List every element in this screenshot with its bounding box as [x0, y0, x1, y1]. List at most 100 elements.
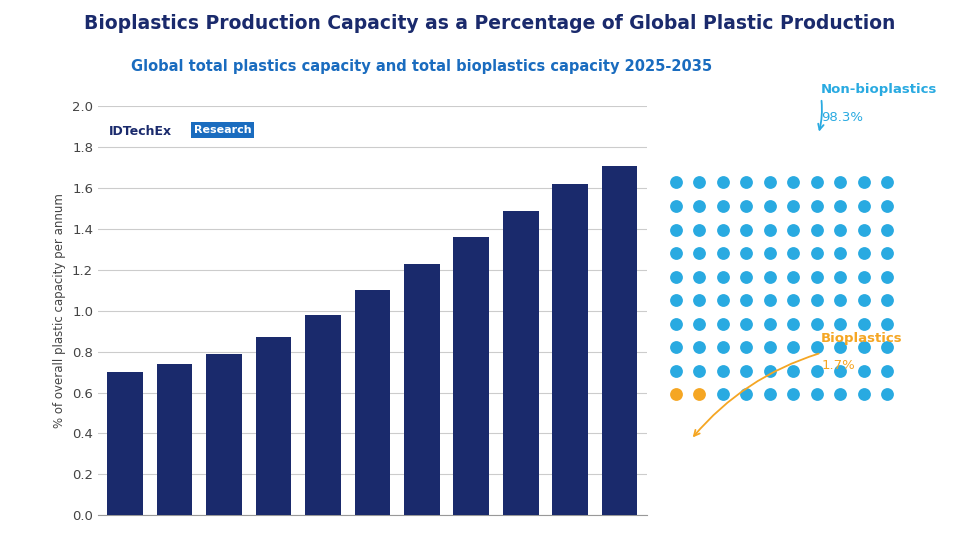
Point [857, 225, 872, 234]
Text: Non-bioplastics: Non-bioplastics [821, 83, 938, 96]
Point [786, 366, 802, 375]
Point [667, 366, 683, 375]
Point [857, 343, 872, 352]
Bar [503, 211, 539, 515]
Point [714, 272, 730, 281]
Point [667, 225, 683, 234]
Bar [206, 354, 242, 515]
Point [786, 390, 802, 399]
Point [880, 225, 896, 234]
Point [880, 249, 896, 258]
Point [857, 202, 872, 211]
Point [880, 272, 896, 281]
Text: Global total plastics capacity and total bioplastics capacity 2025-2035: Global total plastics capacity and total… [131, 59, 711, 74]
Point [691, 366, 707, 375]
Point [880, 296, 896, 305]
Point [857, 178, 872, 187]
Point [786, 319, 802, 328]
Text: IDTechEx: IDTechEx [109, 125, 172, 138]
Point [880, 178, 896, 187]
Bar [256, 337, 291, 515]
Point [691, 319, 707, 328]
Point [738, 366, 754, 375]
Text: 98.3%: 98.3% [821, 111, 863, 124]
Bar [305, 315, 341, 515]
Point [857, 272, 872, 281]
Point [761, 366, 777, 375]
Point [714, 366, 730, 375]
Point [738, 319, 754, 328]
Point [714, 249, 730, 258]
Point [738, 272, 754, 281]
Point [809, 249, 825, 258]
Point [761, 249, 777, 258]
Point [809, 272, 825, 281]
Point [786, 178, 802, 187]
Point [691, 178, 707, 187]
Point [667, 178, 683, 187]
Y-axis label: % of overall plastic capacity per annum: % of overall plastic capacity per annum [54, 193, 67, 428]
Point [691, 343, 707, 352]
Point [857, 366, 872, 375]
Text: Research: Research [194, 125, 252, 135]
Bar [404, 264, 440, 515]
Point [761, 319, 777, 328]
Point [857, 249, 872, 258]
Point [714, 178, 730, 187]
Bar [157, 364, 192, 515]
Point [833, 390, 849, 399]
Point [714, 225, 730, 234]
Point [667, 390, 683, 399]
Point [691, 296, 707, 305]
Point [667, 202, 683, 211]
Bar [355, 290, 390, 515]
Point [691, 272, 707, 281]
Point [714, 296, 730, 305]
Point [857, 319, 872, 328]
Point [667, 319, 683, 328]
Point [691, 249, 707, 258]
Point [833, 319, 849, 328]
Point [880, 390, 896, 399]
Point [738, 178, 754, 187]
Point [833, 225, 849, 234]
Point [880, 343, 896, 352]
Bar [108, 372, 143, 515]
Point [786, 225, 802, 234]
Point [809, 390, 825, 399]
Point [809, 319, 825, 328]
Point [786, 202, 802, 211]
Point [667, 249, 683, 258]
Point [880, 319, 896, 328]
Point [833, 202, 849, 211]
Text: Bioplastics Production Capacity as a Percentage of Global Plastic Production: Bioplastics Production Capacity as a Per… [84, 14, 896, 33]
Point [833, 272, 849, 281]
Point [714, 343, 730, 352]
Point [667, 343, 683, 352]
Point [857, 390, 872, 399]
Point [738, 225, 754, 234]
Point [809, 202, 825, 211]
Point [809, 343, 825, 352]
Point [786, 272, 802, 281]
Point [786, 296, 802, 305]
Point [809, 366, 825, 375]
Point [738, 390, 754, 399]
Point [738, 202, 754, 211]
Point [761, 202, 777, 211]
Point [667, 272, 683, 281]
Point [833, 343, 849, 352]
Point [667, 296, 683, 305]
Point [691, 202, 707, 211]
Point [738, 249, 754, 258]
Point [809, 178, 825, 187]
Bar [454, 237, 489, 515]
Point [738, 296, 754, 305]
Point [809, 225, 825, 234]
Point [714, 390, 730, 399]
Point [857, 296, 872, 305]
Bar [553, 184, 588, 515]
Point [880, 202, 896, 211]
Point [714, 319, 730, 328]
Point [761, 390, 777, 399]
